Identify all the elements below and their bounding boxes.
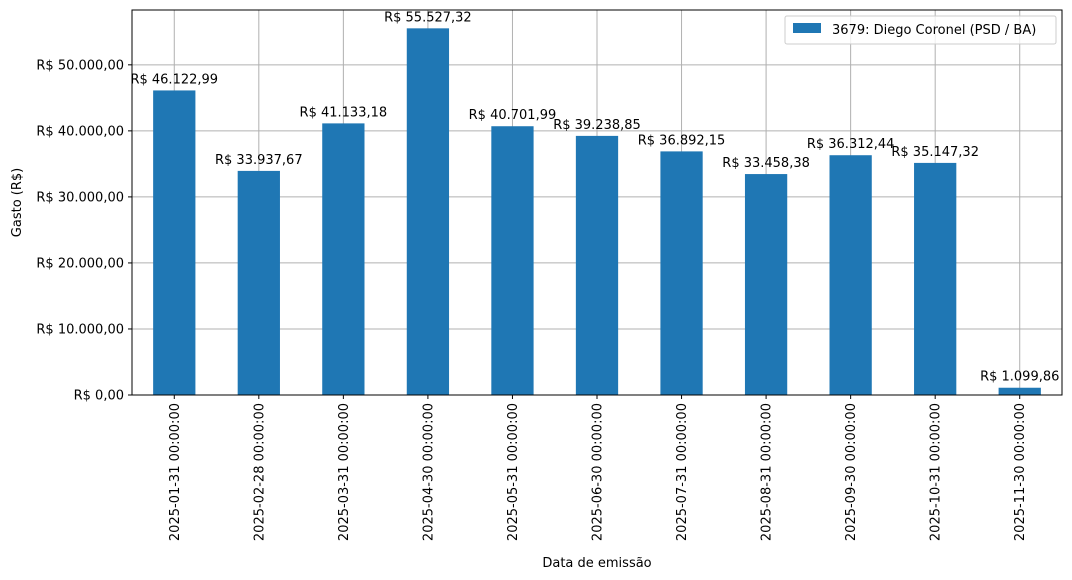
legend-box [784, 15, 1057, 45]
x-tick-label: 2025-07-31 00:00:00 [675, 403, 690, 541]
bar [491, 126, 534, 395]
legend-label: 3679: Diego Coronel (PSD / BA) [832, 23, 1036, 38]
bar-value-label: R$ 46.122,99 [130, 72, 218, 87]
bar-value-label: R$ 33.458,38 [722, 156, 810, 171]
bar [914, 162, 957, 395]
bar [575, 135, 619, 396]
x-tick-label: 2025-11-30 00:00:00 [1013, 403, 1028, 541]
x-tick-label: 2025-01-31 00:00:00 [168, 403, 183, 541]
bar-value-label: R$ 36.892,15 [638, 133, 726, 148]
bar [237, 170, 280, 395]
bar [744, 174, 788, 395]
axis-ticks: R$ 0,00 R$ 10.000,00 R$ 20.000,00 R$ 30.000… [36, 58, 1028, 541]
y-tick-label: R$ 40.000,00 [36, 124, 124, 139]
bar-value-label: R$ 36.312,44 [807, 137, 895, 152]
bar-value-label: R$ 1.099,86 [980, 370, 1059, 385]
bar [322, 123, 365, 395]
y-tick-label: R$ 30.000,00 [36, 190, 124, 205]
bar-value-label: R$ 35.147,32 [891, 145, 979, 160]
bar [829, 155, 872, 395]
x-tick-label: 2025-03-31 00:00:00 [337, 403, 352, 541]
x-tick-label: 2025-08-31 00:00:00 [760, 403, 775, 541]
x-tick-label: 2025-06-30 00:00:00 [591, 403, 606, 541]
bar [406, 28, 450, 395]
bar-value-label: R$ 40.701,99 [469, 108, 557, 123]
y-axis-label: Gasto (R$) [10, 168, 25, 237]
y-tick-label: R$ 20.000,00 [36, 256, 124, 271]
bar-value-label: R$ 39.238,85 [553, 118, 641, 133]
x-tick-label: 2025-05-31 00:00:00 [506, 403, 521, 541]
legend-swatch [793, 23, 821, 33]
bar [660, 151, 703, 395]
legend: 3679: Diego Coronel (PSD / BA) [784, 15, 1057, 45]
x-axis-label: Data de emissão [542, 556, 651, 571]
x-tick-label: 2025-04-30 00:00:00 [421, 403, 436, 541]
y-tick-label: R$ 50.000,00 [36, 58, 124, 73]
data-labels: R$ 46.122,99 R$ 33.937,67 R$ 41.133,18 R$ 5… [130, 10, 1059, 384]
bar-value-label: R$ 33.937,67 [215, 153, 303, 168]
bar-value-label: R$ 41.133,18 [300, 105, 388, 120]
bar [998, 387, 1041, 395]
x-tick-label: 2025-09-30 00:00:00 [844, 403, 859, 541]
x-tick-label: 2025-02-28 00:00:00 [252, 403, 267, 541]
y-tick-label: R$ 10.000,00 [36, 322, 124, 337]
bars [153, 28, 1041, 396]
bar-value-label: R$ 55.527,32 [384, 10, 472, 25]
x-tick-label: 2025-10-31 00:00:00 [929, 403, 944, 541]
y-tick-label: R$ 0,00 [74, 389, 124, 404]
bar [153, 90, 196, 395]
